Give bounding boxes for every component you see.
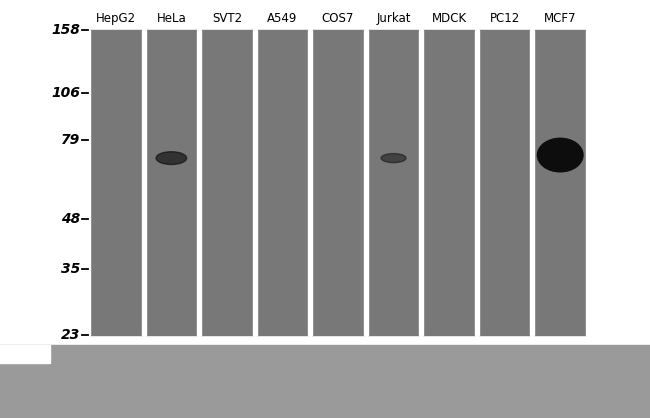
Bar [142,30,146,335]
Bar [312,30,364,335]
Text: 23: 23 [60,328,80,342]
Text: 106: 106 [51,86,80,100]
Bar [586,30,590,335]
Ellipse shape [538,138,583,172]
Text: 35: 35 [60,262,80,275]
Bar [530,30,534,335]
Text: 79: 79 [60,133,80,147]
Bar [364,30,368,335]
Text: 48: 48 [60,212,80,226]
Bar [90,30,142,335]
Bar [479,30,530,335]
Text: A549: A549 [267,12,298,25]
Bar [0,345,50,363]
Text: SVT2: SVT2 [212,12,242,25]
Bar [368,30,419,335]
Bar [146,30,197,335]
Bar [86,30,90,335]
Bar [201,30,253,335]
Text: 158: 158 [51,23,80,37]
Bar [475,30,479,335]
Text: HeLa: HeLa [157,12,186,25]
Bar [197,30,201,335]
Bar [534,30,586,335]
Text: MCF7: MCF7 [544,12,577,25]
Bar [253,30,257,335]
Bar [257,30,308,335]
Text: HepG2: HepG2 [96,12,136,25]
Bar [0,345,650,418]
Text: Jurkat: Jurkat [376,12,411,25]
Text: COS7: COS7 [322,12,354,25]
Text: PC12: PC12 [489,12,520,25]
Bar [419,30,423,335]
Ellipse shape [156,152,187,165]
Ellipse shape [381,153,406,163]
Text: MDCK: MDCK [432,12,467,25]
Bar [423,30,475,335]
Bar [308,30,312,335]
